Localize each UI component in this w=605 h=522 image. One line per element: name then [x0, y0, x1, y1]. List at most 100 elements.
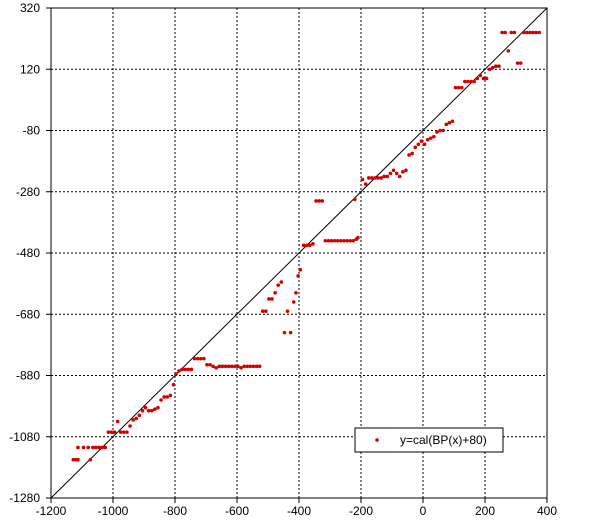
data-point	[273, 291, 277, 295]
data-point	[497, 64, 501, 68]
data-point	[500, 30, 504, 35]
data-point	[100, 445, 104, 450]
data-point	[308, 243, 312, 248]
data-point	[171, 382, 176, 387]
data-point	[506, 49, 511, 53]
data-point	[376, 176, 380, 180]
data-point	[208, 362, 212, 367]
data-point	[192, 356, 197, 361]
data-point	[115, 419, 120, 424]
data-point	[459, 85, 464, 90]
data-point	[91, 445, 95, 450]
data-point	[329, 238, 334, 243]
data-point	[112, 430, 117, 434]
x-tick-label: 400	[537, 504, 557, 518]
data-point	[432, 134, 436, 139]
data-point	[419, 139, 424, 144]
data-point	[351, 238, 356, 243]
data-point	[450, 119, 455, 124]
data-point	[149, 408, 154, 413]
data-point	[168, 393, 173, 398]
data-point	[291, 300, 296, 304]
y-tick-label: -1280	[9, 491, 40, 505]
data-point	[503, 30, 507, 35]
data-point	[487, 67, 492, 72]
data-point	[153, 407, 157, 411]
legend-marker	[375, 438, 379, 442]
data-point	[472, 79, 476, 84]
y-tick-label: -1080	[9, 430, 40, 444]
data-point	[463, 79, 467, 84]
data-point	[410, 151, 414, 156]
x-tick-label: -800	[163, 504, 187, 518]
data-point	[214, 366, 219, 370]
data-point	[404, 168, 408, 173]
data-point	[370, 176, 374, 180]
data-point	[97, 445, 101, 450]
data-point	[76, 445, 80, 450]
data-point	[118, 430, 123, 434]
data-point	[279, 280, 284, 284]
data-point	[537, 30, 542, 35]
data-point	[103, 445, 108, 450]
data-point	[236, 364, 240, 369]
data-point	[356, 235, 360, 240]
data-point	[195, 356, 200, 361]
data-point	[481, 76, 486, 81]
data-point	[339, 238, 343, 243]
data-point	[282, 330, 287, 335]
data-point	[447, 121, 452, 125]
data-point	[109, 430, 114, 434]
data-point	[425, 137, 430, 142]
data-point	[416, 142, 421, 147]
data-point	[422, 142, 427, 147]
data-point	[156, 405, 160, 410]
data-point	[137, 413, 142, 418]
data-point	[363, 182, 368, 186]
data-point	[125, 430, 129, 434]
data-points	[71, 30, 542, 462]
data-point	[525, 30, 529, 35]
data-point	[453, 85, 458, 90]
data-point	[211, 364, 215, 369]
data-point	[128, 424, 132, 428]
data-point	[106, 430, 111, 434]
data-point	[245, 364, 250, 369]
data-point	[391, 168, 396, 173]
data-point	[531, 30, 535, 35]
data-point	[296, 274, 300, 278]
reference-line	[50, 7, 548, 499]
data-point	[229, 364, 234, 369]
data-point	[360, 177, 365, 182]
data-point	[134, 416, 139, 421]
x-tick-label: -1000	[98, 504, 129, 518]
data-point	[394, 171, 399, 176]
data-point	[122, 430, 126, 434]
legend-label: y=cal(BP(x)+80)	[400, 433, 487, 447]
data-point	[314, 199, 318, 203]
data-point	[285, 309, 290, 313]
data-point	[407, 153, 411, 157]
data-point	[205, 362, 209, 367]
data-point	[288, 330, 293, 335]
y-tick-label: -280	[16, 185, 40, 199]
data-point	[223, 364, 228, 369]
data-point	[76, 457, 80, 462]
data-point	[401, 170, 405, 174]
data-point	[518, 61, 523, 65]
y-tick-label: 120	[20, 62, 40, 76]
data-point	[397, 174, 402, 179]
data-point	[81, 445, 86, 450]
reference-line-segment	[50, 7, 548, 499]
data-point	[264, 309, 268, 313]
x-tick-label: -200	[349, 504, 373, 518]
data-point	[323, 238, 328, 243]
legend-box	[354, 427, 504, 453]
data-point	[428, 136, 433, 140]
data-point	[177, 369, 181, 373]
data-point	[159, 398, 163, 402]
data-point	[226, 364, 231, 369]
data-point	[198, 356, 203, 361]
data-point	[220, 364, 225, 369]
